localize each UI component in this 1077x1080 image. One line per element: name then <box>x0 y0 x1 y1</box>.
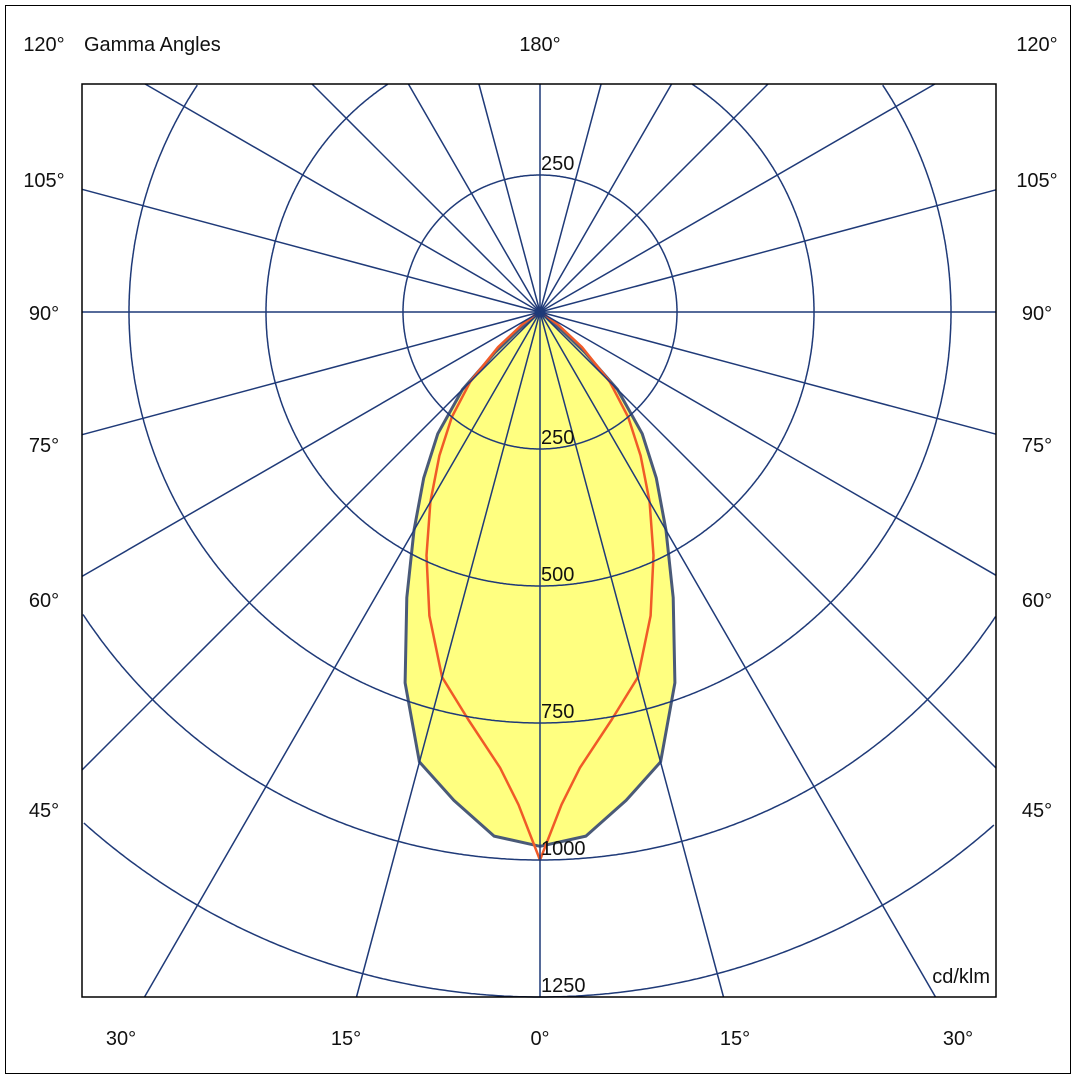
angle-label-right: 105° <box>1016 170 1057 192</box>
chart-title: Gamma Angles <box>84 34 221 56</box>
grid-circle-750 <box>128 84 952 724</box>
angle-label-right: 120° <box>1016 34 1057 56</box>
radial-tick-label: 1250 <box>541 975 586 997</box>
grid-radial-line <box>143 311 541 998</box>
grid-radial-line <box>539 311 725 998</box>
top-ring-label: 250 <box>541 153 574 175</box>
angle-label-right: 90° <box>1022 303 1052 325</box>
angle-label-bottom: 15° <box>331 1028 361 1050</box>
grid-radial-line <box>539 311 937 998</box>
radial-tick-label: 250 <box>541 427 574 449</box>
angle-label-bottom: 30° <box>943 1028 973 1050</box>
angle-label-bottom: 0° <box>530 1028 549 1050</box>
grid-radial-line <box>81 311 541 578</box>
grid-radial-line <box>539 83 673 313</box>
angle-label-bottom: 30° <box>106 1028 136 1050</box>
grid-circle-1250 <box>83 822 995 998</box>
angle-label-left: 60° <box>29 590 59 612</box>
grid-radial-line <box>539 83 602 313</box>
radial-tick-label: 500 <box>541 564 574 586</box>
grid-radial-line <box>539 83 936 313</box>
radial-tick-label: 1000 <box>541 838 586 860</box>
angle-label-left: 120° <box>23 34 64 56</box>
angle-label-bottom: 15° <box>720 1028 750 1050</box>
angle-label-top: 180° <box>519 34 560 56</box>
radial-tick-label: 750 <box>541 701 574 723</box>
grid-radial-line <box>81 311 541 771</box>
grid-radial-line <box>355 311 541 998</box>
angle-label-left: 90° <box>29 303 59 325</box>
grid-radial-line <box>311 83 541 313</box>
grid-radial-line <box>539 189 997 313</box>
grid-radial-line <box>144 83 541 313</box>
grid-circle-1000 <box>82 614 997 861</box>
grid-radial-line <box>478 83 541 313</box>
grid-radial-line <box>539 311 997 769</box>
unit-label: cd/klm <box>932 966 990 988</box>
angle-label-left: 45° <box>29 800 59 822</box>
grid-circle-500 <box>265 83 815 587</box>
angle-label-left: 105° <box>23 170 64 192</box>
plot-area-border <box>81 83 997 998</box>
grid-radial-line <box>407 83 541 313</box>
angle-label-left: 75° <box>29 435 59 457</box>
angle-label-right: 60° <box>1022 590 1052 612</box>
angle-label-right: 45° <box>1022 800 1052 822</box>
grid-radial-line <box>539 311 997 435</box>
chart-frame <box>5 5 1071 1074</box>
grid-radial-line <box>81 311 541 436</box>
grid-radial-line <box>81 188 541 313</box>
grid-radial-line <box>539 83 769 313</box>
angle-label-right: 75° <box>1022 435 1052 457</box>
grid-radial-line <box>539 311 997 576</box>
